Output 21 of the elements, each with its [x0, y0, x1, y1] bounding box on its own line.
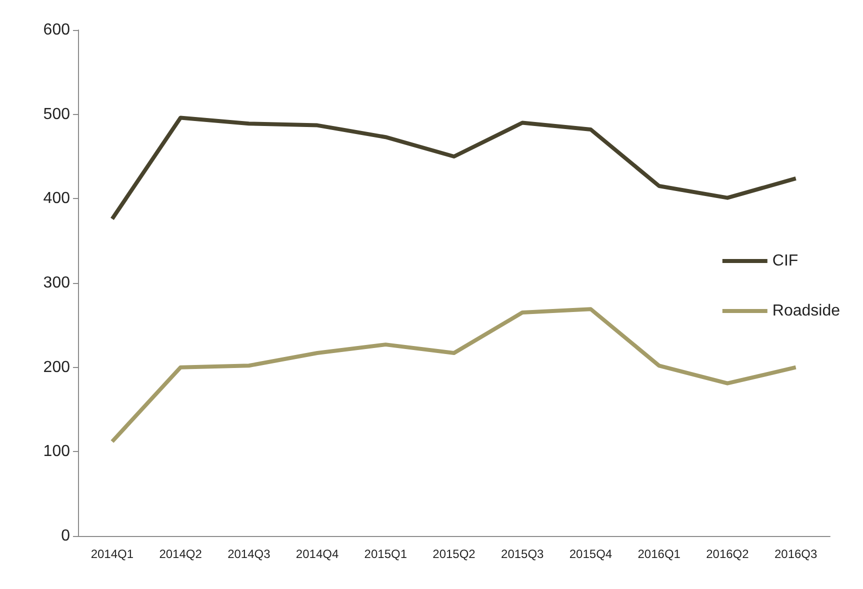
x-tick-label: 2015Q4	[569, 547, 612, 561]
y-tick-label: 0	[61, 528, 70, 544]
x-tick-label: 2015Q3	[501, 547, 544, 561]
y-tick-label: 100	[43, 443, 70, 460]
y-tick-label: 500	[43, 106, 70, 123]
x-tick-label: 2015Q1	[364, 547, 408, 561]
x-tick-label: 2015Q2	[432, 547, 476, 561]
y-tick-label: 300	[43, 274, 70, 292]
x-tick-label: 2016Q2	[706, 547, 750, 561]
y-tick-label: 400	[43, 190, 70, 208]
x-tick-label: 2016Q3	[774, 547, 818, 561]
legend-label: CIF	[772, 252, 798, 270]
x-tick-label: 2014Q3	[228, 547, 271, 561]
x-tick-label: 2014Q1	[90, 547, 134, 561]
y-tick-label: 600	[43, 22, 70, 38]
y-tick-label: 200	[43, 358, 70, 376]
x-tick-label: 2014Q2	[159, 547, 202, 561]
x-tick-label: 2014Q4	[296, 547, 339, 561]
x-tick-label: 2016Q1	[638, 547, 681, 561]
line-series	[110, 116, 798, 221]
legend-label: Roadside	[772, 302, 840, 320]
